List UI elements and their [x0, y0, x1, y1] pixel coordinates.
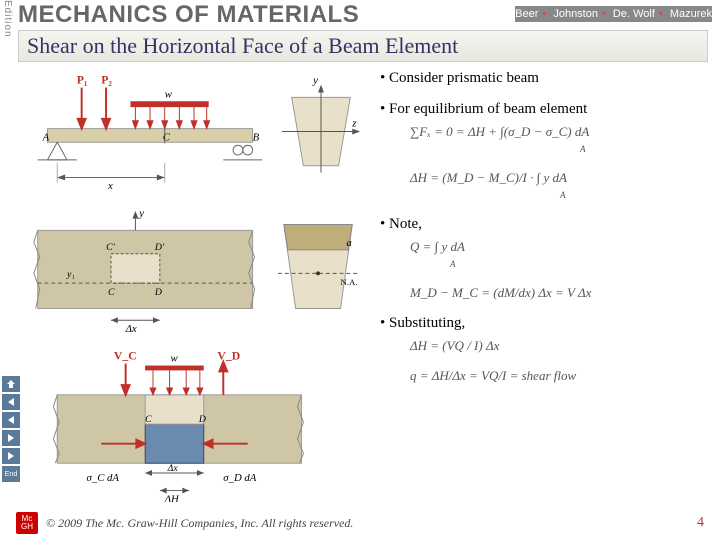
figure-3: C D w V_C V_D σ_C dA σ — [24, 346, 364, 502]
equation-1: ∑Fₓ = 0 = ΔH + ∫(σ_D − σ_C) dA A — [410, 124, 708, 156]
label-C2: C — [108, 287, 115, 298]
label-x: x — [107, 180, 113, 192]
dot-icon: • — [659, 8, 663, 20]
label-dH: ΔH — [164, 493, 180, 502]
equation-4a: ΔH = (VQ / I) Δx — [410, 338, 708, 354]
bullet-4-text: Substituting, — [389, 315, 465, 331]
subtitle: Shear on the Horizontal Face of a Beam E… — [18, 30, 708, 62]
nav-next-button[interactable] — [2, 430, 20, 446]
author: Johnston — [553, 8, 598, 20]
page-number: 4 — [697, 515, 704, 531]
label-C: C — [163, 131, 171, 143]
label-P1: P₁ — [77, 74, 88, 87]
label-D3: D — [198, 414, 206, 425]
equation-3b: M_D − M_C = (dM/dx) Δx = V Δx — [410, 285, 708, 301]
label-sc: σ_C dA — [87, 472, 120, 484]
bullet-3-text: Note, — [389, 216, 422, 232]
label-Vc: V_C — [114, 349, 137, 362]
label-C3: C — [145, 414, 152, 425]
figure-2: C' D' C D Δx y₁ y a N.A. — [24, 203, 364, 340]
dot-icon: • — [542, 8, 546, 20]
label-P2: P₂ — [101, 74, 112, 87]
eq3a-text: Q = ∫ y dA — [410, 239, 465, 254]
label-sd: σ_D dA — [223, 472, 256, 484]
label-y1: y₁ — [66, 269, 75, 280]
label-dx: Δx — [125, 323, 137, 335]
content-area: P₁ P₂ w A B C x y — [0, 62, 720, 502]
label-a: a — [346, 237, 351, 249]
footer: McGH © 2009 The Mc. Graw-Hill Companies,… — [0, 512, 720, 534]
text-column: • Consider prismatic beam • For equilibr… — [364, 70, 708, 502]
publisher-logo-icon: McGH — [16, 512, 38, 534]
nav-fwd-button[interactable] — [2, 448, 20, 464]
nav-buttons: End — [2, 376, 20, 484]
label-w3: w — [171, 352, 179, 364]
bullet-3: • Note, — [380, 216, 708, 233]
eq1-text: ∑Fₓ = 0 = ΔH + ∫(σ_D − σ_C) dA — [410, 124, 589, 139]
label-B: B — [253, 131, 260, 143]
nav-prev-button[interactable] — [2, 394, 20, 410]
author: Beer — [515, 8, 538, 20]
label-A: A — [42, 131, 50, 143]
label-y2: y — [138, 208, 144, 220]
label-NA: N.A. — [341, 277, 358, 287]
figure-1: P₁ P₂ w A B C x y — [24, 70, 364, 197]
main-title: MECHANICS OF MATERIALS — [18, 1, 359, 29]
eq1-sub: A — [580, 144, 586, 154]
label-z: z — [351, 118, 357, 130]
label-y: y — [312, 75, 318, 87]
equation-2: ΔH = (M_D − M_C)/I · ∫ y dA A — [410, 170, 708, 202]
copyright-text: © 2009 The Mc. Graw-Hill Companies, Inc.… — [46, 516, 697, 531]
label-Cp: C' — [106, 242, 116, 253]
eq2-sub: A — [560, 190, 566, 200]
eq2-text: ΔH = (M_D − M_C)/I · ∫ y dA — [410, 170, 567, 185]
nav-home-button[interactable] — [2, 376, 20, 392]
equation-4b: q = ΔH/Δx = VQ/I = shear flow — [410, 368, 708, 384]
author: De. Wolf — [613, 8, 655, 20]
label-w: w — [165, 88, 173, 100]
dot-icon: • — [602, 8, 606, 20]
label-Dp: D' — [154, 242, 165, 253]
bullet-1-text: Consider prismatic beam — [389, 70, 539, 86]
bullet-2: • For equilibrium of beam element — [380, 101, 708, 118]
bullet-2-text: For equilibrium of beam element — [389, 101, 587, 117]
nav-back-button[interactable] — [2, 412, 20, 428]
bullet-1: • Consider prismatic beam — [380, 70, 708, 87]
label-dx3: Δx — [167, 463, 179, 474]
authors-bar: Beer • Johnston • De. Wolf • Mazurek — [515, 6, 712, 22]
figure-column: P₁ P₂ w A B C x y — [24, 70, 364, 502]
bullet-4: • Substituting, — [380, 315, 708, 332]
edition-label: Edition — [2, 0, 13, 38]
equation-3a: Q = ∫ y dA A — [410, 239, 708, 271]
label-D2: D — [154, 287, 162, 298]
eq3a-sub: A — [450, 259, 456, 269]
author: Mazurek — [670, 8, 712, 20]
label-Vd: V_D — [217, 349, 240, 362]
nav-end-button[interactable]: End — [2, 466, 20, 482]
